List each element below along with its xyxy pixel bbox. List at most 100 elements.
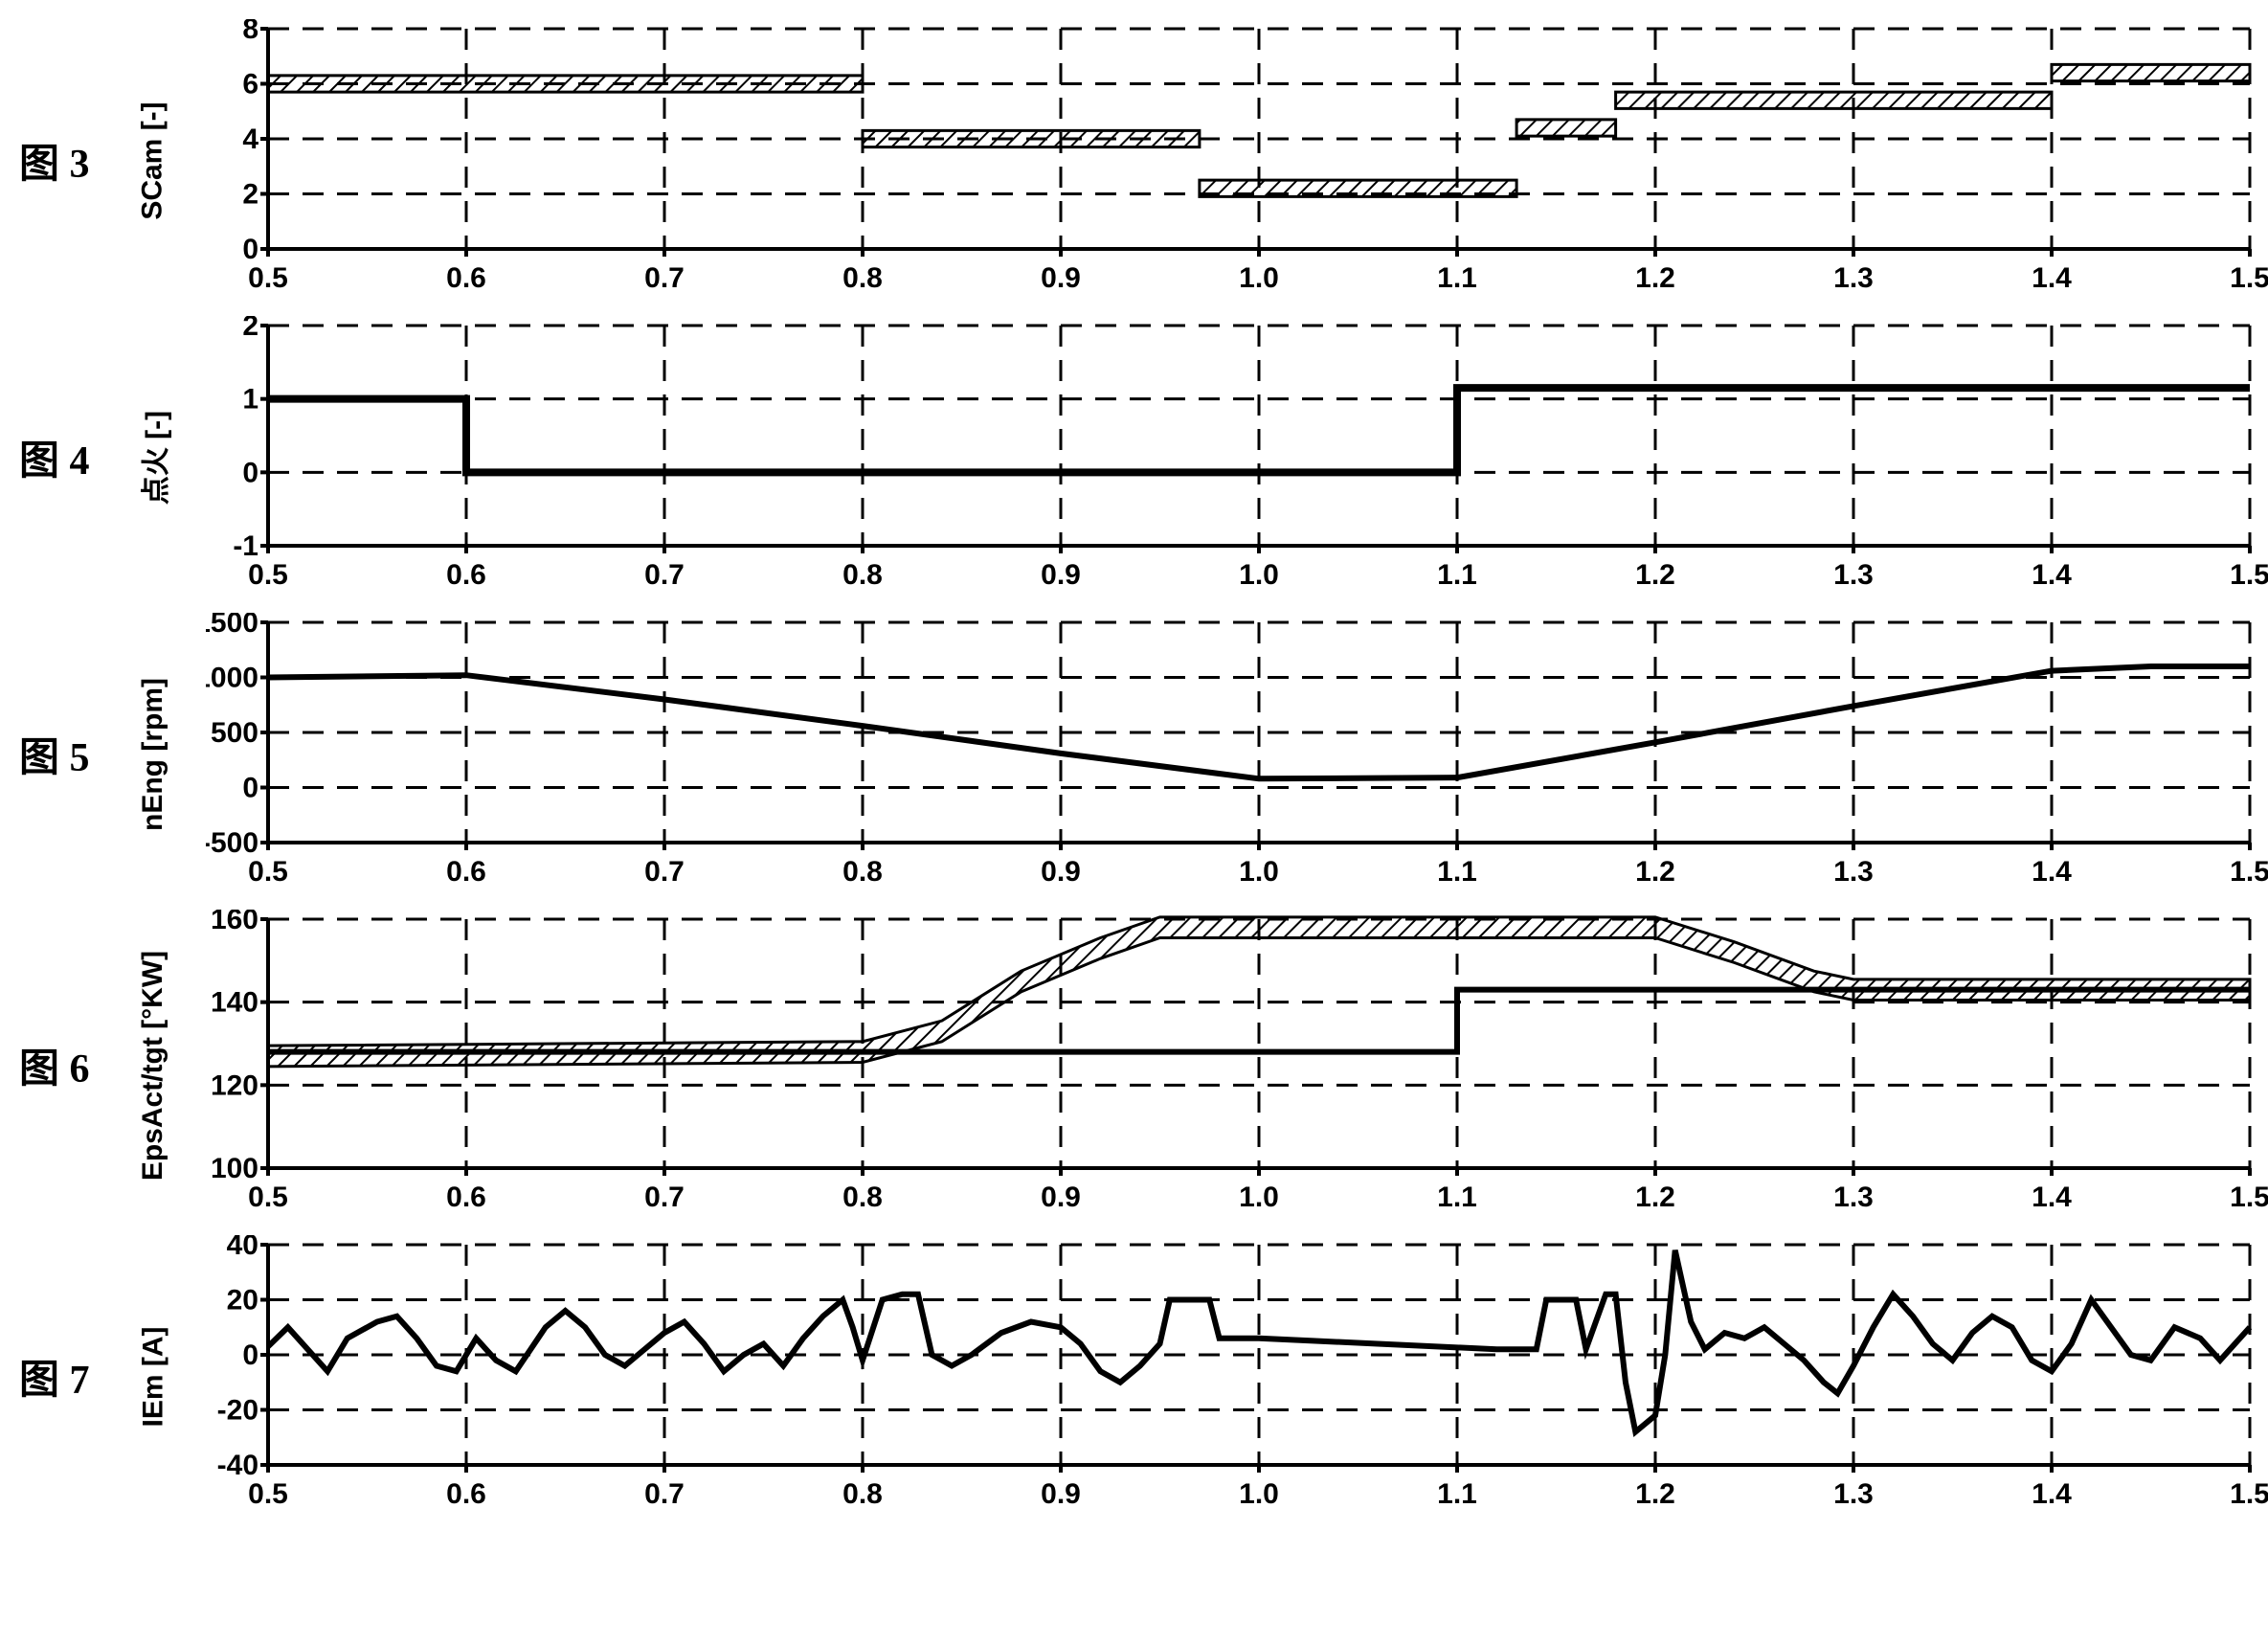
x-tick-label: 1.2 xyxy=(1635,1182,1675,1213)
plot-area: -40-20020400.50.60.70.80.91.01.11.21.31.… xyxy=(206,1235,2268,1518)
x-tick-label: 1.2 xyxy=(1635,559,1675,591)
y-axis-label: nEng [rpm] xyxy=(137,678,169,831)
y-tick-label: 100 xyxy=(211,1153,258,1184)
y-tick-label: 1 xyxy=(242,384,258,416)
y-tick-label: 2 xyxy=(242,316,258,342)
x-tick-label: 0.7 xyxy=(644,856,685,888)
x-tick-label: 0.9 xyxy=(1041,856,1081,888)
x-tick-label: 0.9 xyxy=(1041,262,1081,294)
x-tick-label: 0.9 xyxy=(1041,1182,1081,1213)
x-tick-label: 1.5 xyxy=(2230,1182,2268,1213)
y-tick-label: -1 xyxy=(233,530,258,562)
figure-row: 图 5nEng [rpm]-5000500100015000.50.60.70.… xyxy=(19,613,2249,895)
hatched-band xyxy=(863,130,1200,146)
hatched-band xyxy=(1516,120,1616,136)
y-axis-label: EpsAct/tgt [°KW] xyxy=(137,950,169,1180)
x-tick-label: 1.5 xyxy=(2230,559,2268,591)
y-tick-label: 140 xyxy=(211,987,258,1019)
x-tick-label: 1.4 xyxy=(2032,1478,2072,1510)
x-tick-label: 0.5 xyxy=(248,262,288,294)
hatched-band xyxy=(1616,92,2052,108)
x-tick-label: 0.6 xyxy=(446,559,486,591)
figure-label: 图 6 xyxy=(19,1036,101,1094)
figure-row: 图 3SCam [-]024680.50.60.70.80.91.01.11.2… xyxy=(19,19,2249,302)
figure-row: 图 6EpsAct/tgt [°KW]1001201401600.50.60.7… xyxy=(19,910,2249,1221)
y-tick-label: 0 xyxy=(242,457,258,488)
y-tick-label: 4 xyxy=(242,124,258,155)
plot-area: 024680.50.60.70.80.91.01.11.21.31.41.5 xyxy=(206,19,2268,302)
y-tick-label: 1000 xyxy=(206,663,258,694)
chart-svg: -5000500100015000.50.60.70.80.91.01.11.2… xyxy=(206,613,2268,895)
y-tick-label: 0 xyxy=(242,1339,258,1371)
x-tick-label: 0.5 xyxy=(248,856,288,888)
figure-row: 图 4点火 [-]-10120.50.60.70.80.91.01.11.21.… xyxy=(19,316,2249,598)
x-tick-label: 0.9 xyxy=(1041,559,1081,591)
x-tick-label: 0.8 xyxy=(842,1478,883,1510)
figure-label: 图 4 xyxy=(19,428,101,486)
x-tick-label: 1.3 xyxy=(1833,559,1874,591)
y-tick-label: 20 xyxy=(227,1285,258,1317)
chart-svg: 1001201401600.50.60.70.80.91.01.11.21.31… xyxy=(206,910,2268,1221)
x-tick-label: 0.9 xyxy=(1041,1478,1081,1510)
x-tick-label: 1.3 xyxy=(1833,1182,1874,1213)
x-tick-label: 1.2 xyxy=(1635,1478,1675,1510)
x-tick-label: 1.0 xyxy=(1239,856,1279,888)
figure-row: 图 7IEm [A]-40-20020400.50.60.70.80.91.01… xyxy=(19,1235,2249,1518)
x-tick-label: 1.0 xyxy=(1239,1478,1279,1510)
x-tick-label: 1.5 xyxy=(2230,1478,2268,1510)
data-line xyxy=(268,1250,2250,1432)
hatched-band xyxy=(1200,180,1516,196)
x-tick-label: 1.4 xyxy=(2032,559,2072,591)
x-tick-label: 1.4 xyxy=(2032,262,2072,294)
y-tick-label: 0 xyxy=(242,773,258,804)
x-tick-label: 1.5 xyxy=(2230,856,2268,888)
x-tick-label: 1.3 xyxy=(1833,856,1874,888)
x-tick-label: 1.0 xyxy=(1239,1182,1279,1213)
plot-area: -10120.50.60.70.80.91.01.11.21.31.41.5 xyxy=(206,316,2268,598)
y-axis-label: IEm [A] xyxy=(137,1326,169,1427)
y-axis-label: 点火 [-] xyxy=(132,410,174,504)
x-tick-label: 1.3 xyxy=(1833,1478,1874,1510)
x-tick-label: 1.1 xyxy=(1437,856,1477,888)
x-tick-label: 1.4 xyxy=(2032,1182,2072,1213)
x-tick-label: 0.7 xyxy=(644,262,685,294)
y-tick-label: 160 xyxy=(211,910,258,935)
y-tick-label: 6 xyxy=(242,69,258,101)
x-tick-label: 0.6 xyxy=(446,1182,486,1213)
x-tick-label: 0.7 xyxy=(644,1478,685,1510)
x-tick-label: 0.8 xyxy=(842,559,883,591)
x-tick-label: 1.0 xyxy=(1239,262,1279,294)
y-tick-label: 500 xyxy=(211,717,258,749)
y-tick-label: -40 xyxy=(217,1450,258,1481)
x-tick-label: 0.7 xyxy=(644,559,685,591)
hatched-band xyxy=(2052,64,2250,80)
x-tick-label: 1.1 xyxy=(1437,262,1477,294)
x-tick-label: 0.6 xyxy=(446,262,486,294)
x-tick-label: 1.3 xyxy=(1833,262,1874,294)
x-tick-label: 0.8 xyxy=(842,262,883,294)
x-tick-label: 0.6 xyxy=(446,1478,486,1510)
x-tick-label: 0.7 xyxy=(644,1182,685,1213)
chart-svg: 024680.50.60.70.80.91.01.11.21.31.41.5 xyxy=(206,19,2268,302)
y-tick-label: 8 xyxy=(242,19,258,45)
y-tick-label: 40 xyxy=(227,1235,258,1261)
x-tick-label: 1.4 xyxy=(2032,856,2072,888)
x-tick-label: 1.1 xyxy=(1437,559,1477,591)
y-tick-label: 1500 xyxy=(206,613,258,639)
x-tick-label: 0.8 xyxy=(842,856,883,888)
chart-svg: -40-20020400.50.60.70.80.91.01.11.21.31.… xyxy=(206,1235,2268,1518)
y-tick-label: 0 xyxy=(242,234,258,265)
plot-area: -5000500100015000.50.60.70.80.91.01.11.2… xyxy=(206,613,2268,895)
x-tick-label: 1.0 xyxy=(1239,559,1279,591)
y-tick-label: 120 xyxy=(211,1069,258,1101)
y-tick-label: -500 xyxy=(206,827,258,859)
x-tick-label: 1.5 xyxy=(2230,262,2268,294)
y-tick-label: -20 xyxy=(217,1395,258,1427)
hatched-band xyxy=(268,76,863,92)
x-tick-label: 1.1 xyxy=(1437,1478,1477,1510)
y-axis-label: SCam [-] xyxy=(137,101,169,219)
x-tick-label: 0.6 xyxy=(446,856,486,888)
plot-area: 1001201401600.50.60.70.80.91.01.11.21.31… xyxy=(206,910,2268,1221)
x-tick-label: 1.2 xyxy=(1635,262,1675,294)
figure-label: 图 7 xyxy=(19,1347,101,1406)
